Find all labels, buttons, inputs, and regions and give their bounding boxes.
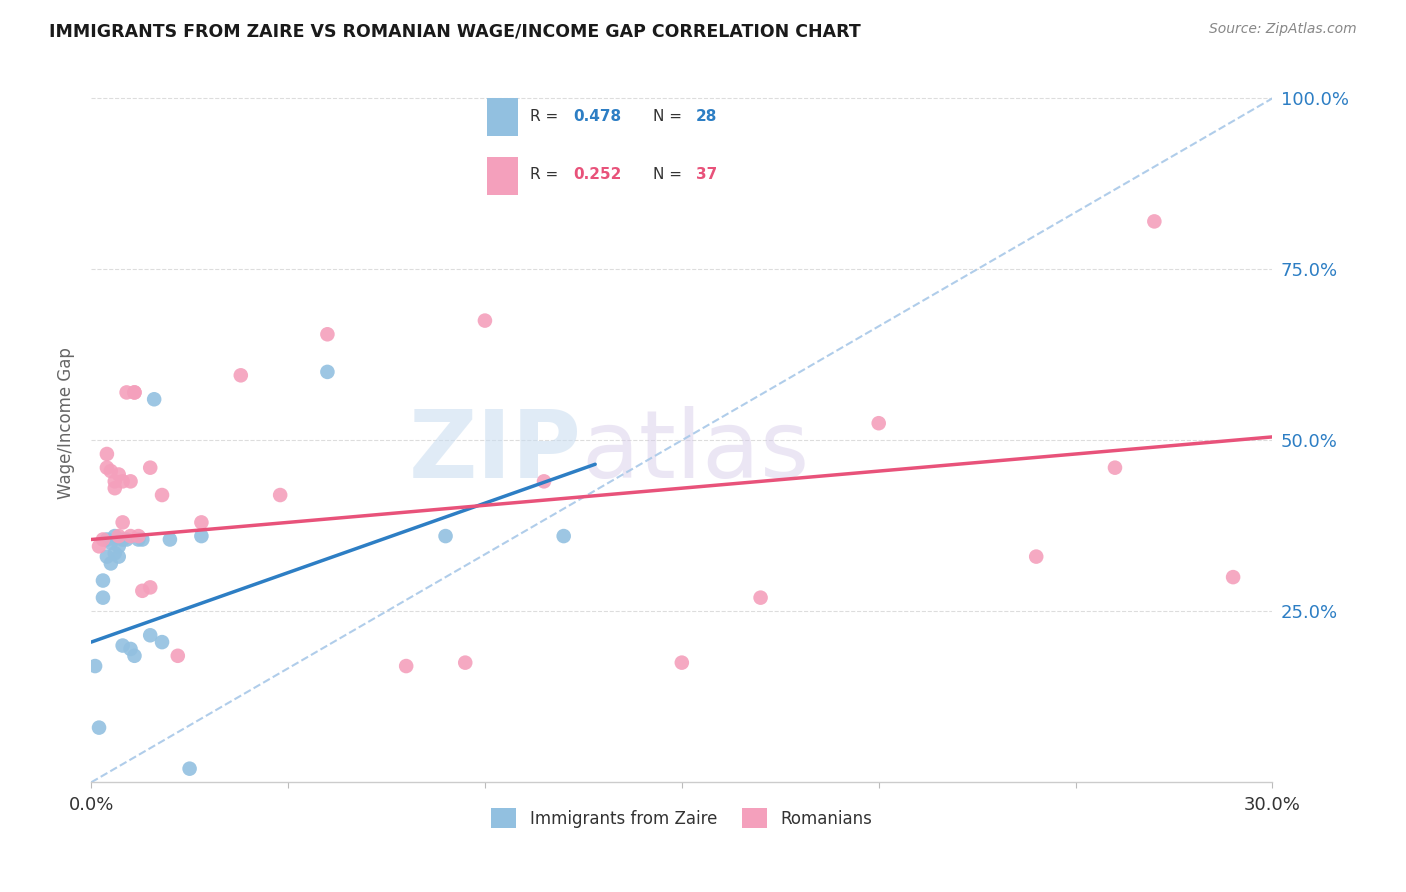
Point xyxy=(124,385,146,400)
Point xyxy=(96,549,118,564)
Point xyxy=(553,529,575,543)
Point xyxy=(316,365,339,379)
Point xyxy=(1025,549,1047,564)
Text: ZIP: ZIP xyxy=(409,406,582,498)
Point xyxy=(115,385,138,400)
Point xyxy=(104,475,127,489)
Point xyxy=(107,529,129,543)
Point xyxy=(87,721,110,735)
Point xyxy=(434,529,457,543)
Point xyxy=(150,488,173,502)
Point xyxy=(111,516,134,530)
Point xyxy=(166,648,188,663)
Point xyxy=(100,464,122,478)
Point xyxy=(316,327,339,342)
Point xyxy=(127,533,149,547)
Point xyxy=(96,533,118,547)
Point xyxy=(124,648,146,663)
Point xyxy=(139,581,162,595)
Point xyxy=(91,533,114,547)
Point xyxy=(104,546,127,560)
Y-axis label: Wage/Income Gap: Wage/Income Gap xyxy=(58,347,75,500)
Point xyxy=(454,656,477,670)
Point xyxy=(671,656,693,670)
Point xyxy=(229,368,252,383)
Point xyxy=(124,385,146,400)
Point xyxy=(395,659,418,673)
Legend: Immigrants from Zaire, Romanians: Immigrants from Zaire, Romanians xyxy=(485,801,879,835)
Point xyxy=(111,639,134,653)
Text: atlas: atlas xyxy=(582,406,810,498)
Point xyxy=(120,642,142,657)
Point xyxy=(96,447,118,461)
Point xyxy=(143,392,166,407)
Point xyxy=(91,574,114,588)
Point xyxy=(87,539,110,553)
Point xyxy=(269,488,291,502)
Point xyxy=(104,529,127,543)
Point xyxy=(150,635,173,649)
Text: IMMIGRANTS FROM ZAIRE VS ROMANIAN WAGE/INCOME GAP CORRELATION CHART: IMMIGRANTS FROM ZAIRE VS ROMANIAN WAGE/I… xyxy=(49,22,860,40)
Point xyxy=(190,516,212,530)
Point xyxy=(131,583,153,598)
Text: Source: ZipAtlas.com: Source: ZipAtlas.com xyxy=(1209,22,1357,37)
Point xyxy=(1222,570,1244,584)
Point xyxy=(91,591,114,605)
Point xyxy=(474,313,496,327)
Point xyxy=(749,591,772,605)
Point xyxy=(127,529,149,543)
Point xyxy=(179,762,201,776)
Point xyxy=(111,475,134,489)
Point xyxy=(131,533,153,547)
Point xyxy=(84,659,107,673)
Point xyxy=(120,475,142,489)
Point xyxy=(100,557,122,571)
Point xyxy=(104,481,127,495)
Point xyxy=(139,460,162,475)
Point xyxy=(107,467,129,482)
Point xyxy=(100,536,122,550)
Point xyxy=(868,416,890,430)
Point xyxy=(1104,460,1126,475)
Point xyxy=(107,549,129,564)
Point xyxy=(115,533,138,547)
Point xyxy=(1143,214,1166,228)
Point xyxy=(96,460,118,475)
Point xyxy=(139,628,162,642)
Point xyxy=(190,529,212,543)
Point xyxy=(111,533,134,547)
Point xyxy=(107,539,129,553)
Point xyxy=(120,529,142,543)
Point xyxy=(533,475,555,489)
Point xyxy=(159,533,181,547)
